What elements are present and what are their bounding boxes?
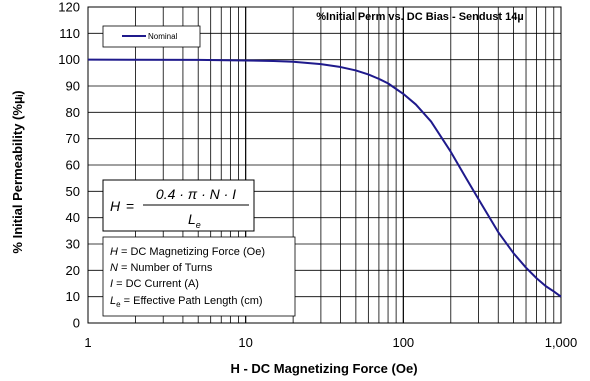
x-tick-label: 100 xyxy=(392,335,414,350)
legend: Nominal xyxy=(102,25,201,48)
legend-box xyxy=(102,25,201,48)
y-tick-labels: 0 10 20 30 40 50 60 70 80 90 100 110 120 xyxy=(58,0,80,331)
definition-h: H = DC Magnetizing Force (Oe) xyxy=(110,246,265,258)
y-tick-label: 90 xyxy=(66,79,80,94)
x-tick-label: 1,000 xyxy=(545,335,578,350)
y-tick-label: 110 xyxy=(59,26,80,41)
series-line-nominal xyxy=(87,58,562,298)
y-tick-label: 40 xyxy=(66,210,80,225)
y-tick-label: 10 xyxy=(66,289,80,304)
y-tick-label: 120 xyxy=(58,0,80,15)
y-tick-label: 0 xyxy=(73,316,80,331)
y-tick-label: 70 xyxy=(66,131,80,146)
formula-equals: = xyxy=(126,198,134,214)
formula-lhs: H xyxy=(110,198,121,214)
y-tick-label: 60 xyxy=(66,158,80,173)
definition-i: I = DC Current (A) xyxy=(110,278,199,290)
chart-title: %Initial Perm vs. DC Bias - Sendust 14µ xyxy=(316,11,523,23)
x-tick-labels: 1 10 100 1,000 xyxy=(84,335,577,350)
definition-le: Le = Effective Path Length (cm) xyxy=(110,295,263,309)
x-tick-label: 10 xyxy=(238,335,252,350)
y-axis-title: % Initial Permeability (%µᵢ) xyxy=(10,90,25,253)
plot-border xyxy=(87,6,562,324)
y-tick-label: 20 xyxy=(66,263,80,278)
series-group xyxy=(87,58,562,298)
formula-box: H = 0.4 · π · N · I Le xyxy=(102,179,255,232)
definitions-box: H = DC Magnetizing Force (Oe) N = Number… xyxy=(102,236,296,317)
formula-denominator: Le xyxy=(188,211,201,230)
y-tick-label: 30 xyxy=(66,237,80,252)
y-tick-label: 100 xyxy=(58,52,80,67)
y-tick-label: 80 xyxy=(66,105,80,120)
x-tick-label: 1 xyxy=(84,335,91,350)
definitions-box-border xyxy=(102,236,296,317)
x-axis-title: H - DC Magnetizing Force (Oe) xyxy=(230,361,417,376)
legend-label-nominal: Nominal xyxy=(148,32,178,41)
y-tick-label: 50 xyxy=(66,184,80,199)
formula-numerator: 0.4 · π · N · I xyxy=(156,186,236,202)
definition-n: N = Number of Turns xyxy=(110,262,213,274)
